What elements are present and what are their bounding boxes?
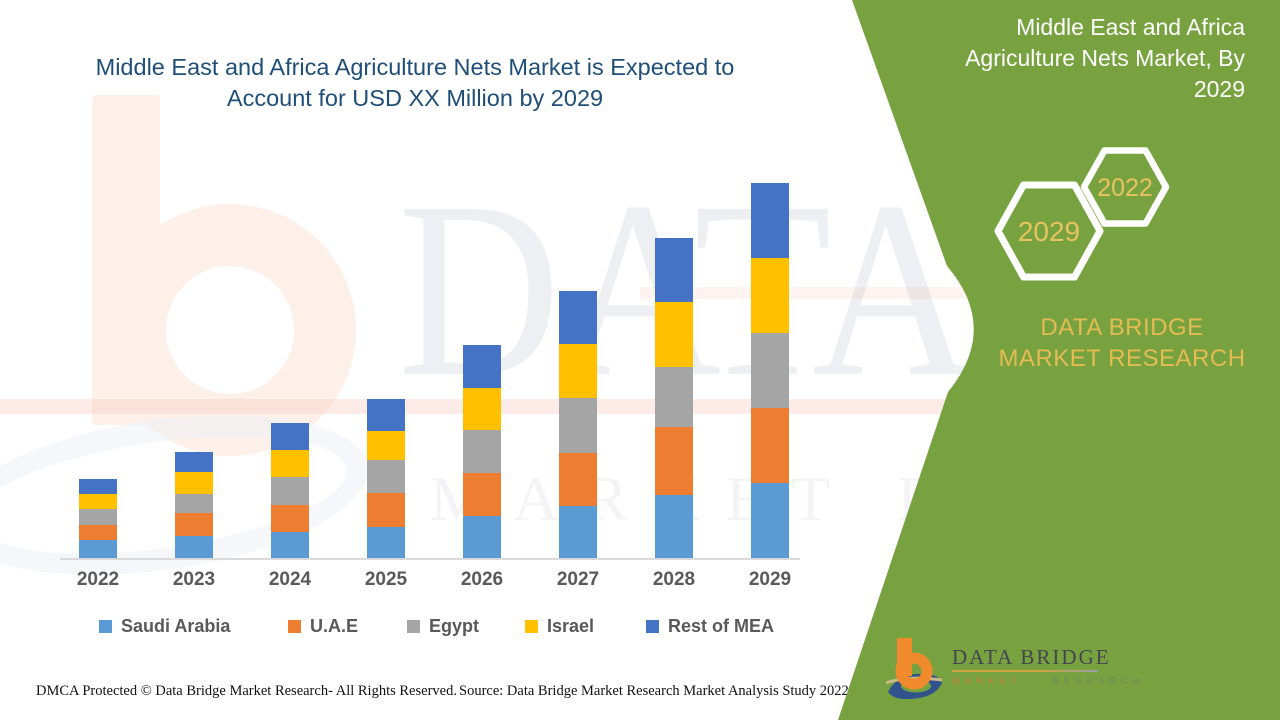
bar-segment-2024-egypt	[271, 477, 309, 505]
legend-item-u-a-e: U.A.E	[288, 616, 358, 636]
bar-segment-2027-rest-of-mea	[559, 291, 597, 344]
x-tick-2024: 2024	[268, 569, 312, 590]
bar-segment-2029-u-a-e	[751, 408, 789, 483]
footer-source: Source: Data Bridge Market Research Mark…	[459, 683, 849, 699]
logo-tagline-research: RESEARCH	[1051, 676, 1145, 687]
chart-title: Middle East and Africa Agriculture Nets …	[65, 52, 765, 114]
hexagon-2029-icon	[994, 181, 1104, 281]
bar-2027	[559, 291, 597, 558]
bar-segment-2022-rest-of-mea	[79, 479, 117, 494]
bar-segment-2022-u-a-e	[79, 525, 117, 540]
bar-segment-2022-egypt	[79, 509, 117, 525]
bar-segment-2027-egypt	[559, 398, 597, 453]
bar-segment-2029-rest-of-mea	[751, 183, 789, 258]
hexagon-2029-label: 2029	[1018, 216, 1080, 247]
chart-legend: Saudi Arabia U.A.E Egypt Israel Rest of MEA	[0, 616, 880, 640]
hexagon-badges: 2029 2022	[994, 147, 1170, 281]
legend-label-egypt: Egypt	[429, 615, 480, 636]
chart-title-line2: Account for USD XX Million by 2029	[226, 85, 604, 111]
legend-swatch-u-a-e	[288, 619, 301, 633]
bar-segment-2024-u-a-e	[271, 505, 309, 532]
bar-segment-2026-saudi-arabia	[463, 516, 501, 558]
watermark-band-small	[640, 287, 970, 299]
bar-2023	[175, 452, 213, 558]
bar-segment-2025-saudi-arabia	[367, 527, 405, 558]
legend-label-israel: Israel	[547, 615, 595, 636]
bar-segment-2024-rest-of-mea	[271, 423, 309, 450]
legend-swatch-egypt	[407, 619, 420, 633]
bar-2026	[463, 345, 501, 558]
legend-label-rest-of-mea: Rest of MEA	[668, 615, 775, 636]
bar-segment-2028-u-a-e	[655, 427, 693, 495]
bar-chart-plot-area	[60, 0, 800, 558]
logo-tagline: MARKET RESEARCH	[952, 676, 1145, 687]
chart-title-line1: Middle East and Africa Agriculture Nets …	[95, 54, 735, 80]
logo-tagline-market: MARKET	[952, 676, 1022, 687]
bar-segment-2025-u-a-e	[367, 493, 405, 527]
bar-2028	[655, 238, 693, 558]
side-panel-brand-text: DATA BRIDGE MARKET RESEARCH	[998, 314, 1246, 372]
bar-segment-2027-israel	[559, 344, 597, 398]
x-tick-2022: 2022	[76, 569, 120, 590]
x-tick-2028: 2028	[652, 569, 696, 590]
x-tick-2029: 2029	[748, 569, 792, 590]
bar-2029	[751, 183, 789, 558]
x-tick-2026: 2026	[460, 569, 504, 590]
bar-segment-2026-u-a-e	[463, 473, 501, 516]
bar-segment-2027-u-a-e	[559, 453, 597, 506]
bar-segment-2023-egypt	[175, 494, 213, 513]
legend-item-rest-of-mea: Rest of MEA	[646, 616, 774, 636]
bar-segment-2023-rest-of-mea	[175, 452, 213, 472]
bar-segment-2023-israel	[175, 472, 213, 494]
side-panel-title: Middle East and Africa Agriculture Nets …	[965, 14, 1245, 102]
bar-segment-2024-israel	[271, 450, 309, 477]
bar-segment-2024-saudi-arabia	[271, 532, 309, 558]
legend-swatch-saudi-arabia	[99, 619, 112, 633]
bar-segment-2023-saudi-arabia	[175, 536, 213, 558]
x-tick-2023: 2023	[172, 569, 216, 590]
hexagon-2022-label: 2022	[1097, 174, 1153, 202]
legend-swatch-rest-of-mea	[646, 619, 659, 633]
bar-segment-2022-israel	[79, 494, 117, 509]
bar-segment-2025-israel	[367, 431, 405, 460]
bar-segment-2026-rest-of-mea	[463, 345, 501, 388]
bar-2025	[367, 399, 405, 558]
bar-segment-2029-egypt	[751, 333, 789, 408]
bar-segment-2028-rest-of-mea	[655, 238, 693, 302]
bar-segment-2025-egypt	[367, 460, 405, 493]
x-axis-labels: 2022 2023 2024 2025 2026 2027 2028 2029	[60, 569, 800, 595]
legend-item-saudi-arabia: Saudi Arabia	[99, 616, 230, 636]
x-tick-2025: 2025	[364, 569, 408, 590]
hexagon-2022-icon	[1080, 147, 1170, 227]
legend-item-egypt: Egypt	[407, 616, 479, 636]
x-tick-2027: 2027	[556, 569, 600, 590]
logo-b-icon	[886, 638, 943, 700]
legend-swatch-israel	[525, 619, 538, 633]
bar-segment-2025-rest-of-mea	[367, 399, 405, 431]
bar-segment-2026-egypt	[463, 430, 501, 473]
legend-item-israel: Israel	[525, 616, 594, 636]
bar-segment-2026-israel	[463, 388, 501, 430]
bar-segment-2022-saudi-arabia	[79, 540, 117, 558]
logo-wordmark: DATA BRIDGE	[952, 645, 1111, 669]
bar-segment-2023-u-a-e	[175, 513, 213, 536]
bar-segment-2028-egypt	[655, 367, 693, 427]
bar-segment-2028-saudi-arabia	[655, 495, 693, 558]
dbmr-logo: DATA BRIDGE MARKET RESEARCH	[886, 634, 1146, 704]
footer-copyright: DMCA Protected © Data Bridge Market Rese…	[36, 683, 457, 699]
bar-segment-2029-saudi-arabia	[751, 483, 789, 558]
bar-2022	[79, 479, 117, 558]
bar-segment-2027-saudi-arabia	[559, 506, 597, 558]
bar-segment-2029-israel	[751, 258, 789, 333]
legend-label-u-a-e: U.A.E	[310, 615, 359, 636]
bar-segment-2028-israel	[655, 302, 693, 367]
bar-2024	[271, 423, 309, 558]
logo-divider	[952, 670, 1098, 672]
legend-label-saudi-arabia: Saudi Arabia	[121, 615, 231, 636]
x-axis-line	[60, 558, 800, 560]
green-panel-shape	[838, 0, 1280, 720]
